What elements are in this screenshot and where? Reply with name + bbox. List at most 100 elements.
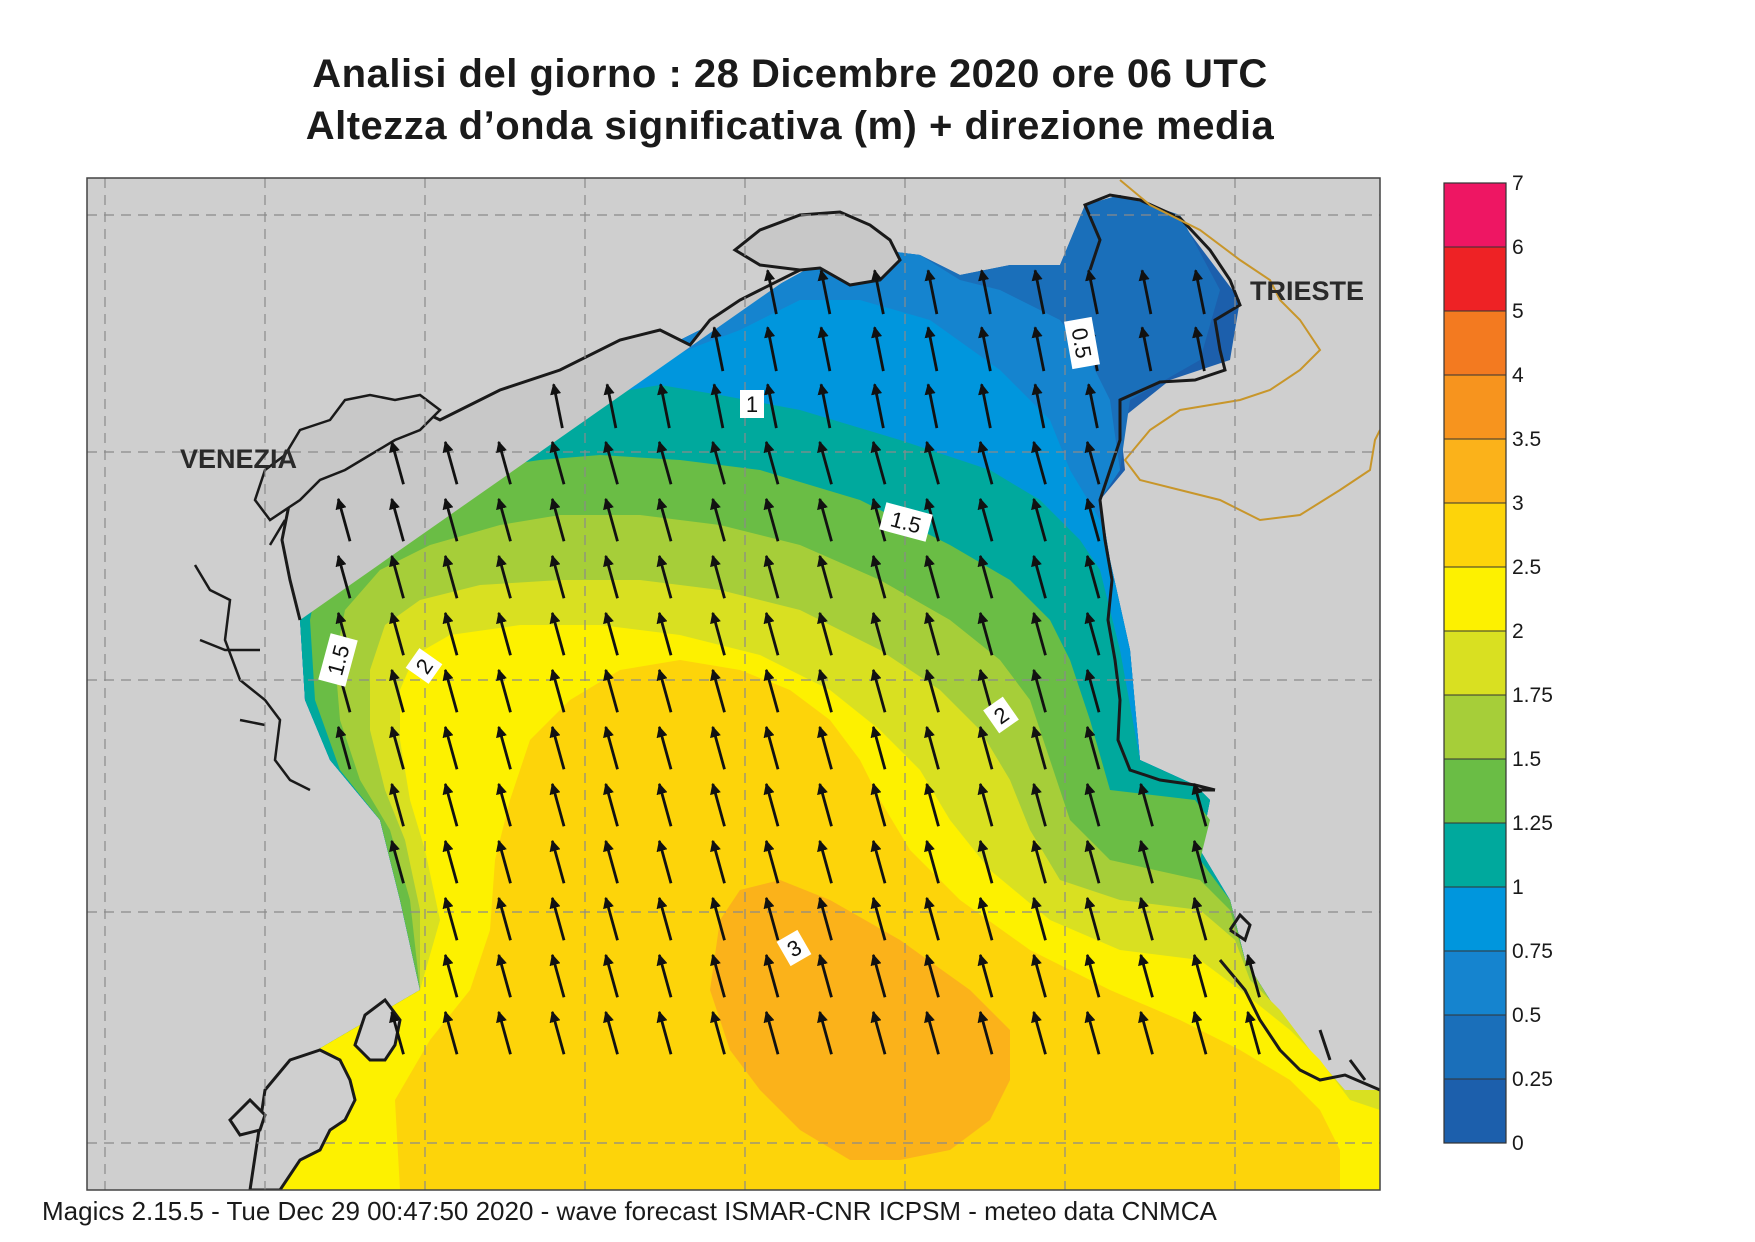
- direction-arrow: [442, 611, 459, 656]
- direction-arrow: [977, 953, 994, 998]
- legend-tick-label: 0.75: [1512, 940, 1553, 963]
- direction-arrow: [924, 782, 940, 827]
- direction-arrow: [924, 896, 940, 941]
- direction-arrow: [442, 1010, 459, 1055]
- direction-arrow: [656, 725, 673, 770]
- legend-swatch: [1444, 503, 1506, 568]
- direction-arrow: [924, 326, 939, 372]
- direction-arrow: [924, 269, 939, 315]
- legend-tick-label: 3.5: [1512, 428, 1541, 451]
- direction-arrow: [389, 782, 405, 827]
- direction-arrow: [817, 839, 833, 884]
- direction-arrow: [870, 668, 887, 713]
- direction-arrow: [549, 839, 566, 884]
- direction-arrow: [1084, 1010, 1101, 1055]
- direction-arrow: [1245, 953, 1261, 998]
- legend-tick-label: 3: [1512, 492, 1524, 515]
- contour-label-2-east: 2: [983, 696, 1019, 734]
- direction-arrow: [335, 725, 352, 770]
- direction-arrow: [977, 440, 994, 485]
- direction-arrow: [1138, 1010, 1154, 1055]
- direction-arrow: [763, 1010, 780, 1055]
- direction-arrow: [1138, 782, 1154, 827]
- direction-arrow: [1191, 953, 1208, 998]
- legend-swatch: [1444, 183, 1506, 248]
- direction-arrow: [496, 440, 512, 485]
- direction-arrow: [603, 953, 619, 998]
- direction-arrow: [817, 896, 833, 941]
- direction-arrow: [763, 953, 780, 998]
- direction-arrow: [496, 668, 512, 713]
- direction-arrow: [924, 839, 940, 884]
- contour-label-3: 3: [776, 929, 812, 967]
- direction-arrow: [977, 611, 994, 656]
- direction-arrow: [656, 953, 673, 998]
- direction-arrow: [442, 554, 459, 599]
- direction-arrow: [977, 725, 994, 770]
- direction-arrow: [924, 554, 940, 599]
- legend-tick-label: 6: [1512, 236, 1524, 259]
- direction-arrow: [389, 668, 405, 713]
- direction-arrow: [710, 725, 726, 770]
- direction-arrow: [710, 953, 726, 998]
- direction-arrow: [1031, 1010, 1047, 1055]
- direction-arrow: [656, 896, 673, 941]
- legend-tick-label: 1.25: [1512, 812, 1553, 835]
- legend-tick-label: 0.5: [1512, 1004, 1541, 1027]
- direction-arrow: [710, 326, 725, 372]
- direction-arrow: [442, 668, 459, 713]
- direction-arrow: [496, 896, 512, 941]
- direction-arrow: [870, 497, 887, 542]
- direction-arrow: [870, 782, 887, 827]
- map-title: Analisi del giorno : 28 Dicembre 2020 or…: [312, 52, 1268, 96]
- direction-arrow: [871, 383, 885, 429]
- direction-arrow: [1084, 725, 1101, 770]
- legend-swatch: [1444, 631, 1506, 696]
- direction-arrow: [1031, 383, 1046, 429]
- direction-arrow: [1031, 326, 1046, 372]
- direction-arrow: [710, 1010, 726, 1055]
- direction-arrow: [442, 440, 459, 485]
- direction-arrow: [335, 554, 352, 599]
- direction-arrow: [977, 554, 994, 599]
- direction-arrow: [870, 725, 887, 770]
- direction-arrow: [549, 440, 566, 485]
- direction-arrow: [763, 839, 780, 884]
- direction-arrow: [817, 554, 833, 599]
- direction-arrow: [656, 668, 673, 713]
- direction-arrow: [1085, 383, 1099, 429]
- legend-swatch: [1444, 311, 1506, 376]
- direction-arrow: [871, 326, 885, 372]
- graticule: [87, 178, 1380, 1190]
- legend-swatch: [1444, 1015, 1506, 1080]
- direction-arrow: [656, 839, 673, 884]
- direction-arrow: [764, 269, 778, 315]
- direction-arrow: [442, 725, 459, 770]
- direction-arrow: [817, 725, 833, 770]
- direction-arrow: [603, 839, 619, 884]
- direction-arrow: [389, 725, 405, 770]
- coastline-lagoon-islands: [253, 393, 442, 522]
- direction-arrow: [977, 839, 994, 884]
- direction-arrow: [496, 497, 512, 542]
- direction-arrow: [656, 782, 673, 827]
- direction-arrow: [1084, 611, 1101, 656]
- direction-arrow: [710, 668, 726, 713]
- direction-arrow: [603, 440, 619, 485]
- direction-arrow: [389, 440, 405, 485]
- direction-arrow: [549, 782, 566, 827]
- direction-arrow: [817, 953, 833, 998]
- direction-arrow: [656, 440, 673, 485]
- direction-arrow: [1138, 953, 1154, 998]
- direction-arrow: [496, 554, 512, 599]
- direction-arrow: [1085, 269, 1099, 315]
- legend-swatch: [1444, 823, 1506, 888]
- direction-arrow: [763, 782, 780, 827]
- direction-arrow: [817, 1010, 833, 1055]
- legend-swatch: [1444, 951, 1506, 1016]
- contour-label-0.5: 0.5: [1064, 316, 1100, 370]
- direction-arrow: [710, 611, 726, 656]
- direction-arrow: [870, 611, 887, 656]
- direction-arrow: [550, 383, 564, 429]
- direction-arrow: [977, 896, 994, 941]
